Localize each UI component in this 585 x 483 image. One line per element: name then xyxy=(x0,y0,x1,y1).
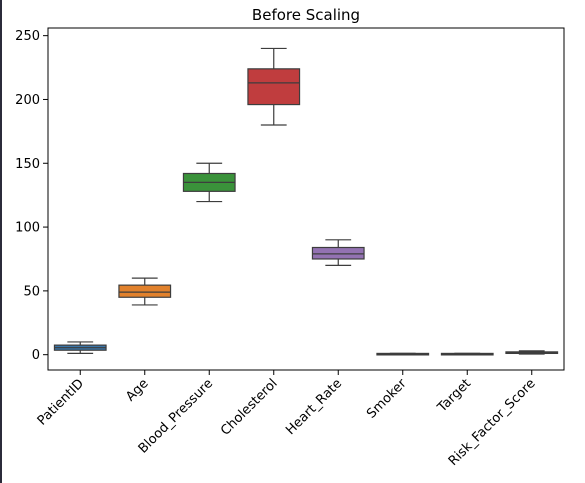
box-cholesterol xyxy=(247,68,301,106)
y-tick-label: 150 xyxy=(15,157,40,172)
chart-title: Before Scaling xyxy=(252,6,360,24)
y-tick-label: 250 xyxy=(15,29,40,44)
plot-frame xyxy=(47,27,565,371)
y-tick-label: 0 xyxy=(32,348,40,363)
y-tick-label: 50 xyxy=(23,284,40,299)
x-tick-label: PatientID xyxy=(35,376,87,428)
x-tick-label: Age xyxy=(123,376,151,404)
y-tick-label: 100 xyxy=(15,221,40,236)
window-edge xyxy=(0,0,2,483)
x-tick-label: Target xyxy=(434,376,474,416)
x-tick-label: Smoker xyxy=(364,376,410,422)
box-age xyxy=(118,284,172,298)
box-heart-rate xyxy=(311,246,365,260)
y-tick-label: 200 xyxy=(15,93,40,108)
x-tick-label: Heart_Rate xyxy=(283,376,345,438)
x-tick-label: Cholesterol xyxy=(218,376,280,438)
